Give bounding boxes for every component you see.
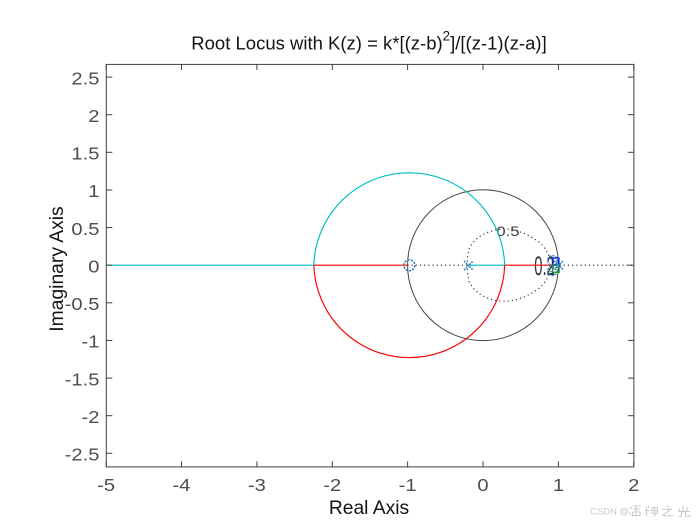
svg-text:2: 2: [88, 106, 99, 125]
svg-text:0.5: 0.5: [496, 224, 519, 240]
svg-text:2.5: 2.5: [71, 69, 99, 88]
svg-text:-1: -1: [82, 332, 100, 351]
svg-text:-1.5: -1.5: [65, 370, 100, 389]
svg-text:Real Axis: Real Axis: [329, 498, 409, 519]
svg-text:0: 0: [88, 257, 99, 276]
svg-text:-1: -1: [399, 475, 417, 494]
svg-text:-2: -2: [323, 475, 341, 494]
svg-text:-0.5: -0.5: [65, 294, 100, 313]
svg-text:0: 0: [477, 475, 488, 494]
svg-text:CSDN @: CSDN @: [590, 507, 629, 518]
svg-text:Imaginary Axis: Imaginary Axis: [47, 206, 68, 331]
svg-text:-3: -3: [248, 475, 266, 494]
svg-text:2: 2: [628, 475, 639, 494]
svg-text:0.2: 0.2: [534, 250, 555, 281]
svg-text:1: 1: [88, 181, 99, 200]
svg-text:-5: -5: [97, 475, 115, 494]
svg-text:-2: -2: [82, 407, 100, 426]
svg-text:0.5: 0.5: [71, 219, 99, 238]
svg-text:-2.5: -2.5: [65, 445, 100, 464]
svg-text:1: 1: [553, 475, 564, 494]
svg-text:1.5: 1.5: [71, 144, 99, 163]
svg-text:-4: -4: [173, 475, 191, 494]
svg-text:Root Locus with K(z) = k*[(z-b: Root Locus with K(z) = k*[(z-b)2]/[(z-1)…: [191, 28, 546, 53]
